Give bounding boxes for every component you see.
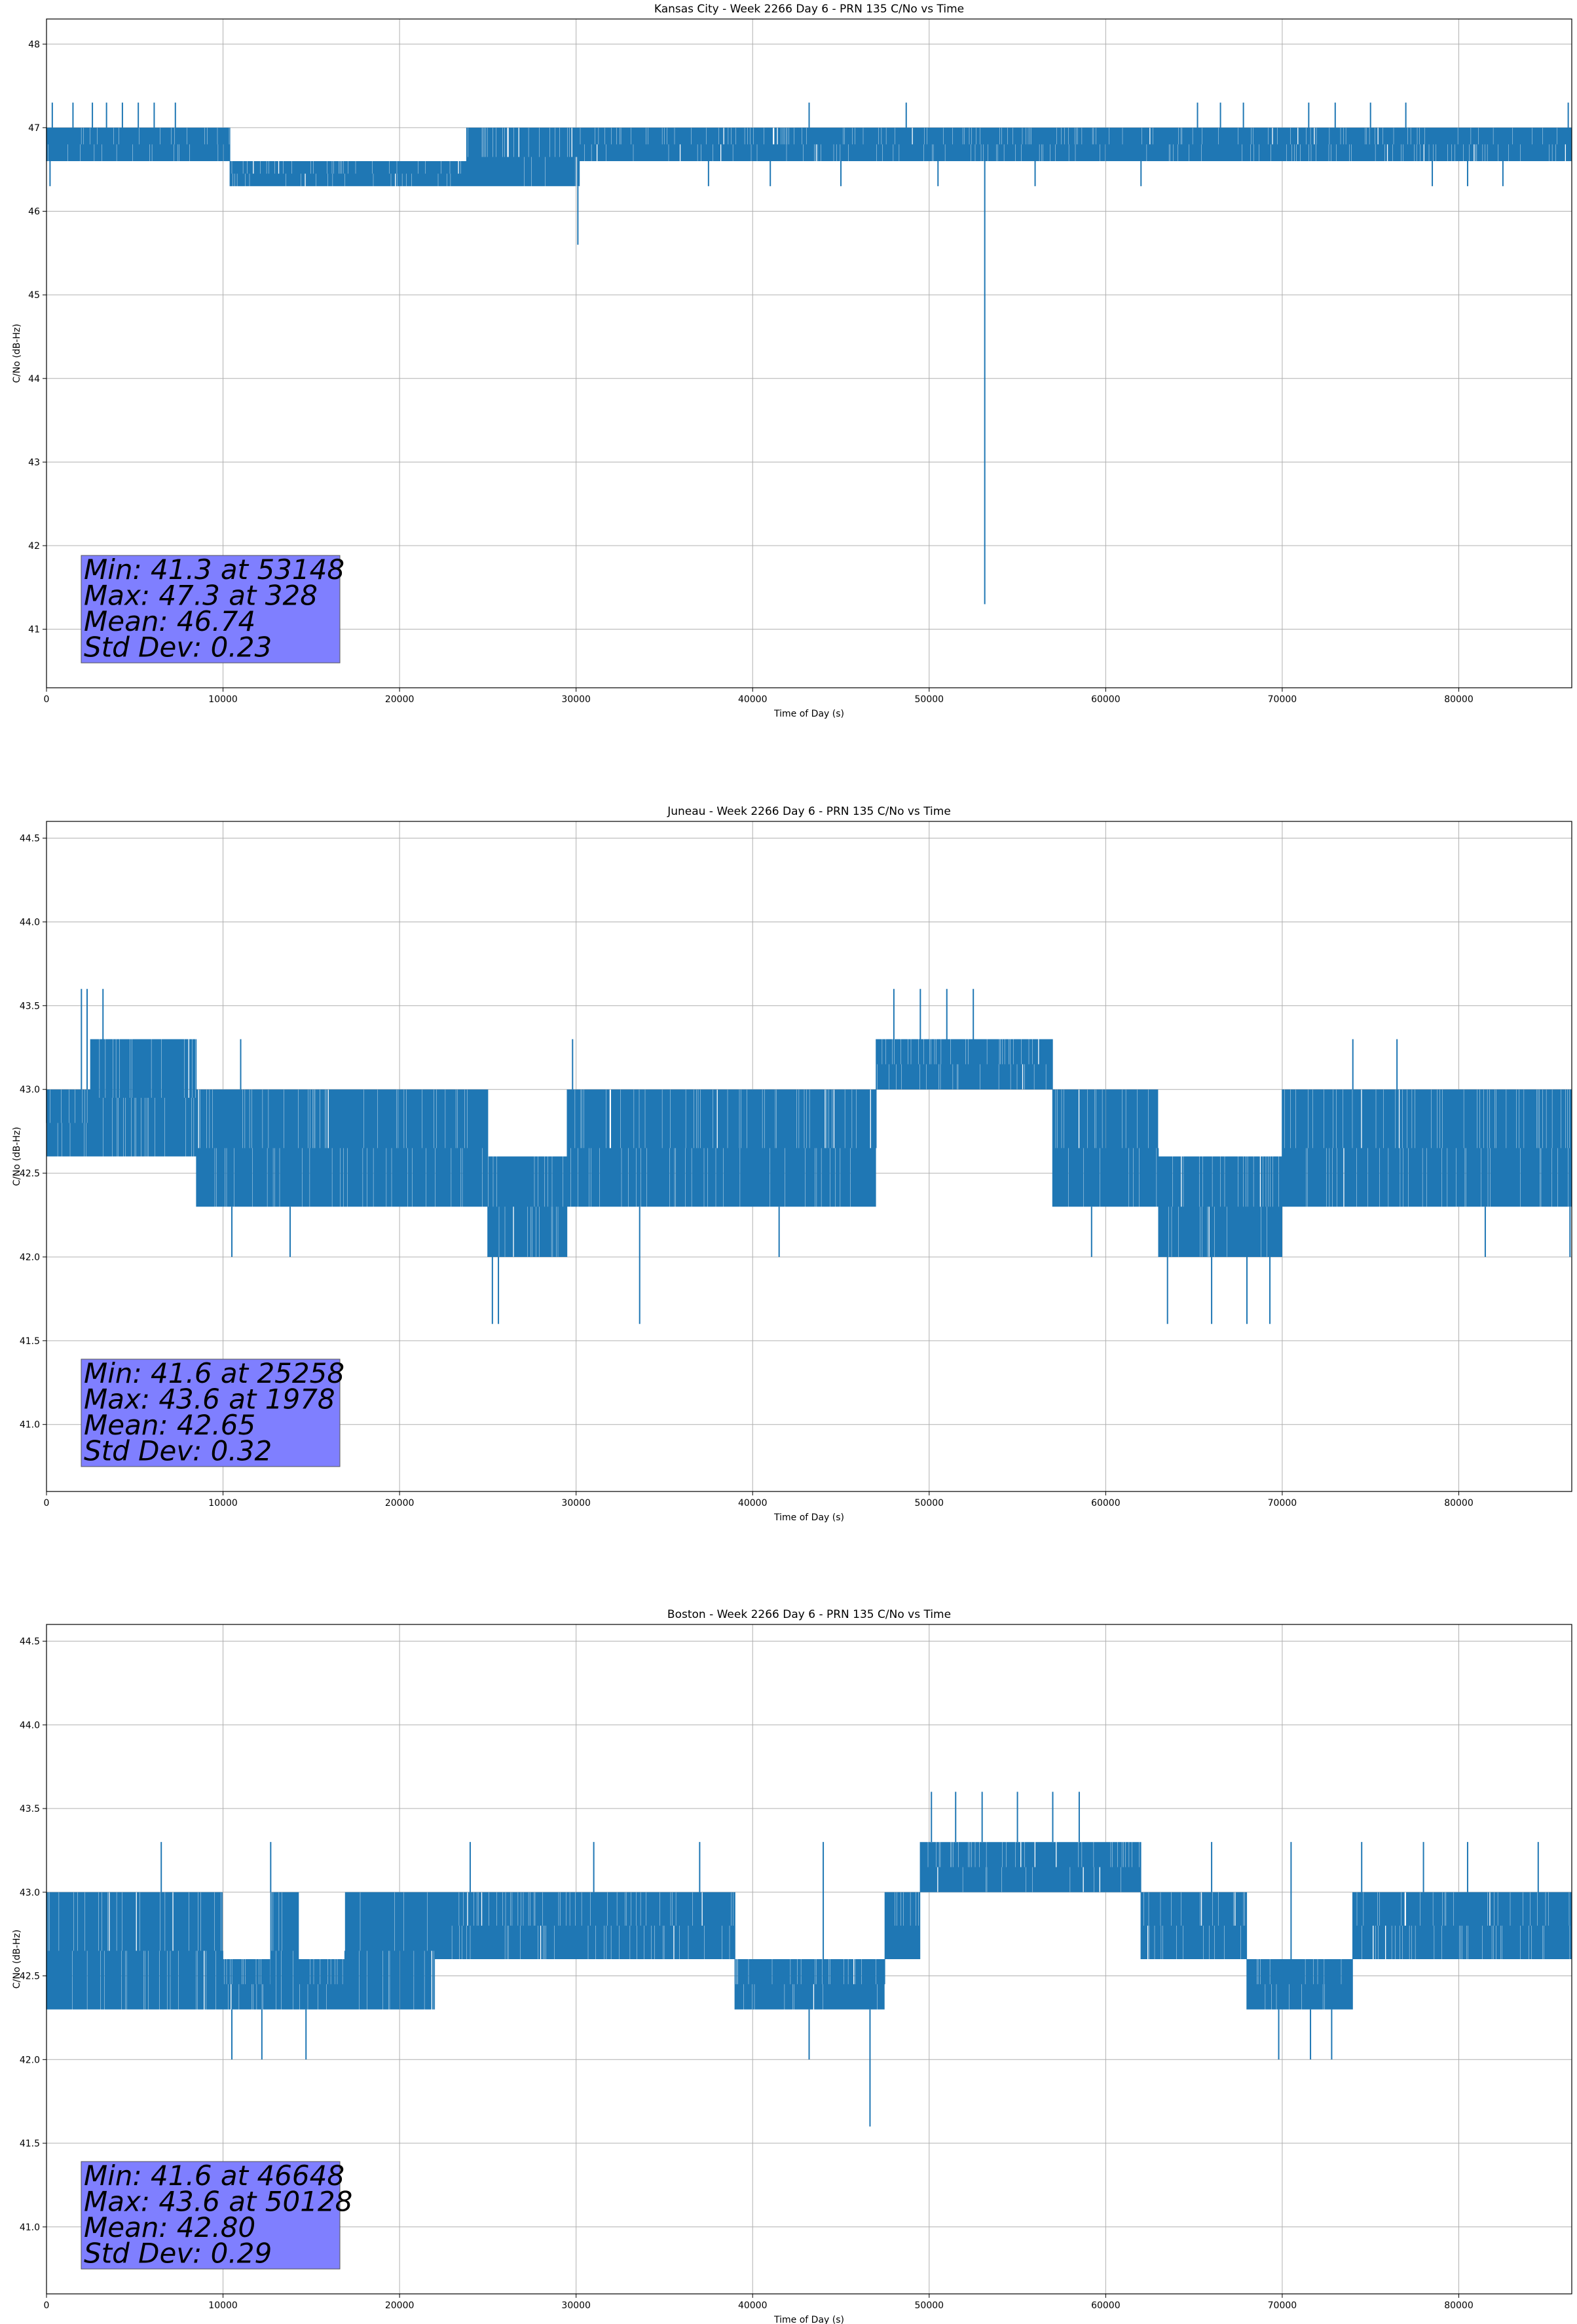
x-tick-label: 60000	[1091, 694, 1121, 705]
chart-title: Boston - Week 2266 Day 6 - PRN 135 C/No …	[667, 1608, 951, 1621]
y-tick-label: 41	[28, 625, 40, 635]
x-tick-label: 80000	[1444, 1498, 1474, 1509]
x-tick-label: 30000	[561, 2300, 591, 2311]
stats-line: Std Dev: 0.32	[84, 1435, 272, 1467]
ticks: 0 10000 20000 30000 40000 50000 60000 70000 8000…	[28, 39, 1474, 705]
x-tick-label: 40000	[738, 2300, 768, 2311]
y-tick-label: 43.5	[20, 1804, 40, 1814]
y-tick-label: 44	[28, 374, 40, 384]
y-axis-label: C/No (dB-Hz)	[12, 1127, 22, 1186]
x-tick-label: 20000	[385, 694, 415, 705]
y-tick-label: 46	[28, 207, 40, 217]
y-axis-label: C/No (dB-Hz)	[12, 324, 22, 383]
x-axis-label: Time of Day (s)	[773, 2315, 844, 2324]
y-axis-label: C/No (dB-Hz)	[12, 1930, 22, 1989]
x-tick-label: 10000	[208, 1498, 238, 1509]
y-tick-label: 43.0	[20, 1888, 40, 1898]
axes-frame	[46, 1624, 1572, 2295]
spikes	[81, 988, 1571, 1324]
x-tick-label: 30000	[561, 1498, 591, 1509]
y-tick-label: 44.0	[20, 1720, 40, 1731]
y-tick-label: 42.0	[20, 2055, 40, 2065]
spikes	[160, 1791, 1539, 2127]
y-tick-label: 47	[28, 123, 40, 134]
x-tick-label: 80000	[1444, 2300, 1474, 2311]
chart-title: Juneau - Week 2266 Day 6 - PRN 135 C/No …	[667, 805, 951, 818]
stats-line: Std Dev: 0.23	[84, 631, 272, 664]
stats-line: Min: 41.6 at 25258	[84, 1357, 344, 1389]
stats-line: Max: 43.6 at 50128	[84, 2186, 352, 2218]
x-tick-label: 70000	[1268, 2300, 1297, 2311]
x-tick-label: 70000	[1268, 1498, 1297, 1509]
y-tick-label: 41.0	[20, 2222, 40, 2233]
axes-frame	[46, 18, 1572, 688]
x-tick-label: 50000	[915, 2300, 944, 2311]
y-tick-label: 48	[28, 39, 40, 50]
x-tick-label: 40000	[738, 694, 768, 705]
x-tick-label: 0	[44, 1498, 50, 1509]
x-tick-label: 40000	[738, 1498, 768, 1509]
y-tick-label: 43	[28, 457, 40, 468]
x-tick-label: 60000	[1091, 2300, 1121, 2311]
chart-panel-1: 0 10000 20000 30000 40000 50000 60000 70000 8000…	[12, 805, 1572, 1523]
x-axis-label: Time of Day (s)	[773, 709, 844, 719]
stats-line: Max: 47.3 at 328	[84, 580, 318, 612]
y-tick-label: 41.0	[20, 1420, 40, 1431]
stats-box-bg	[81, 555, 341, 664]
x-tick-label: 70000	[1268, 694, 1297, 705]
chart-panel-0: 0 10000 20000 30000 40000 50000 60000 70000 8000…	[12, 3, 1572, 719]
x-tick-label: 80000	[1444, 694, 1474, 705]
stats-line: Min: 41.3 at 53148	[84, 553, 344, 586]
x-axis-label: Time of Day (s)	[773, 1512, 844, 1523]
y-tick-label: 42.0	[20, 1252, 40, 1263]
x-tick-label: 50000	[915, 694, 944, 705]
x-tick-label: 0	[44, 694, 50, 705]
x-tick-label: 0	[44, 2300, 50, 2311]
stats-line: Mean: 46.74	[84, 605, 255, 637]
x-tick-label: 20000	[385, 2300, 415, 2311]
x-tick-label: 20000	[385, 1498, 415, 1509]
stats-box-bg	[81, 1359, 341, 1467]
y-tick-label: 45	[28, 290, 40, 301]
stats-line: Mean: 42.80	[84, 2211, 255, 2243]
y-tick-label: 41.5	[20, 2139, 40, 2149]
x-tick-label: 10000	[208, 694, 238, 705]
spikes	[49, 102, 1569, 605]
ticks: 0 10000 20000 30000 40000 50000 60000 70000 8000…	[20, 1637, 1474, 2311]
y-tick-label: 43.0	[20, 1085, 40, 1095]
stats-line: Std Dev: 0.29	[84, 2238, 272, 2270]
y-tick-label: 42.5	[20, 1169, 40, 1179]
y-tick-label: 41.5	[20, 1336, 40, 1347]
chart-title: Kansas City - Week 2266 Day 6 - PRN 135 …	[654, 3, 964, 16]
stats-line: Min: 41.6 at 46648	[84, 2160, 344, 2192]
x-tick-label: 50000	[915, 1498, 944, 1509]
y-tick-label: 44.5	[20, 1637, 40, 1647]
y-tick-label: 44.0	[20, 917, 40, 928]
x-tick-label: 30000	[561, 694, 591, 705]
x-tick-label: 10000	[208, 2300, 238, 2311]
y-tick-label: 44.5	[20, 834, 40, 844]
chart-panel-2: 0 10000 20000 30000 40000 50000 60000 70000 8000…	[12, 1608, 1572, 2324]
stats-line: Mean: 42.65	[84, 1409, 255, 1441]
stats-box-bg	[81, 2161, 341, 2270]
x-tick-label: 60000	[1091, 1498, 1121, 1509]
y-tick-label: 43.5	[20, 1001, 40, 1011]
axes-frame	[46, 821, 1572, 1492]
y-tick-label: 42.5	[20, 1972, 40, 1982]
ticks: 0 10000 20000 30000 40000 50000 60000 70000 8000…	[20, 834, 1474, 1509]
y-tick-label: 42	[28, 541, 40, 552]
stats-line: Max: 43.6 at 1978	[84, 1383, 335, 1415]
